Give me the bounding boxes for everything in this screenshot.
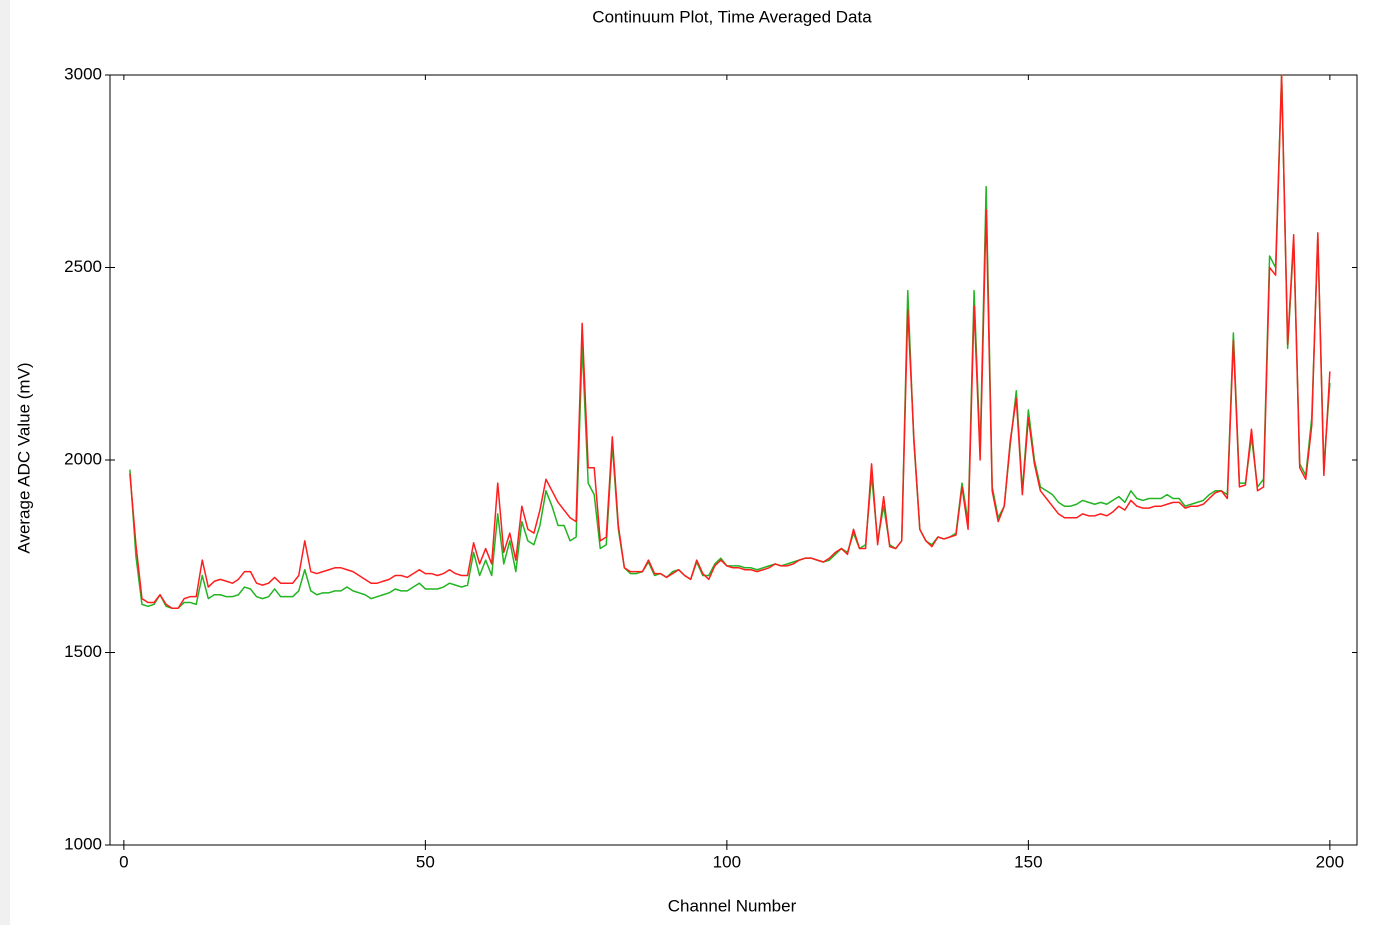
series-line bbox=[129, 74, 1331, 609]
x-tick-label: 150 bbox=[1014, 852, 1042, 871]
plot-frame bbox=[109, 74, 1358, 846]
x-tick-label: 200 bbox=[1316, 852, 1344, 871]
chart-title: Continuum Plot, Time Averaged Data bbox=[592, 7, 872, 26]
y-axis-label: Average ADC Value (mV) bbox=[14, 362, 33, 553]
x-tick-label: 50 bbox=[416, 852, 435, 871]
y-tick-label: 1500 bbox=[64, 642, 102, 661]
series-line bbox=[129, 74, 1331, 609]
y-tick-label: 3000 bbox=[64, 64, 102, 83]
x-tick-label: 100 bbox=[713, 852, 741, 871]
x-axis-label: Channel Number bbox=[668, 896, 797, 915]
y-tick-label: 2000 bbox=[64, 449, 102, 468]
side-strip bbox=[0, 0, 10, 925]
x-tick-label: 0 bbox=[119, 852, 128, 871]
y-tick-label: 2500 bbox=[64, 257, 102, 276]
y-tick-label: 1000 bbox=[64, 834, 102, 853]
